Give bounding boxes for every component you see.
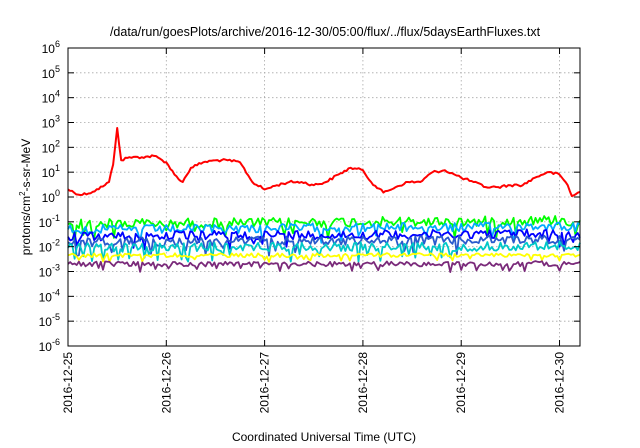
series-line <box>67 215 581 242</box>
y-tick-label: 10-3 <box>39 263 60 280</box>
y-axis-label: protons/cm2-s-sr-MeV <box>18 139 33 255</box>
chart-title: /data/run/goesPlots/archive/2016-12-30/0… <box>110 25 541 39</box>
y-tick-label: 106 <box>42 39 60 56</box>
x-tick-label: 2016-12-28 <box>356 352 370 414</box>
x-tick-label: 2016-12-25 <box>61 352 75 414</box>
y-tick-label: 10-2 <box>39 238 60 255</box>
series-line <box>67 252 581 263</box>
series-line <box>67 260 581 273</box>
x-tick-label: 2016-12-27 <box>258 352 272 414</box>
series-line <box>67 240 581 263</box>
series-line <box>67 221 581 244</box>
y-axis-ticks: 10-6 10-5 10-4 10-3 10-2 10-1 100 101 102 103 104 1… <box>39 39 580 354</box>
y-tick-label: 10-5 <box>39 312 60 329</box>
y-axis-label-units: -s-sr-MeV <box>19 139 33 192</box>
y-tick-label: 10-6 <box>39 337 60 354</box>
x-axis-ticks: 2016-12-25 2016-12-26 2016-12-27 2016-12-28… <box>61 48 567 413</box>
x-tick-label: 2016-12-26 <box>159 352 173 414</box>
series-line <box>67 234 581 257</box>
x-tick-label: 2016-12-29 <box>454 352 468 414</box>
y-tick-label: 10-1 <box>39 213 60 230</box>
x-axis-label: Coordinated Universal Time (UTC) <box>232 430 416 444</box>
grid-lines <box>68 48 580 346</box>
series-line <box>67 228 581 251</box>
y-axis-label-main: protons/cm <box>19 196 33 255</box>
y-tick-label: 101 <box>42 163 60 180</box>
y-tick-label: 103 <box>42 114 60 131</box>
y-tick-label: 105 <box>42 64 60 81</box>
y-tick-label: 10-4 <box>39 287 60 304</box>
x-tick-label: 2016-12-30 <box>553 352 567 414</box>
y-axis-label-exponent: 2 <box>18 191 27 196</box>
series-layer <box>67 127 581 273</box>
series-line <box>67 127 581 197</box>
y-tick-label: 100 <box>42 188 60 205</box>
y-tick-label: 104 <box>42 89 60 106</box>
y-tick-label: 102 <box>42 138 60 155</box>
